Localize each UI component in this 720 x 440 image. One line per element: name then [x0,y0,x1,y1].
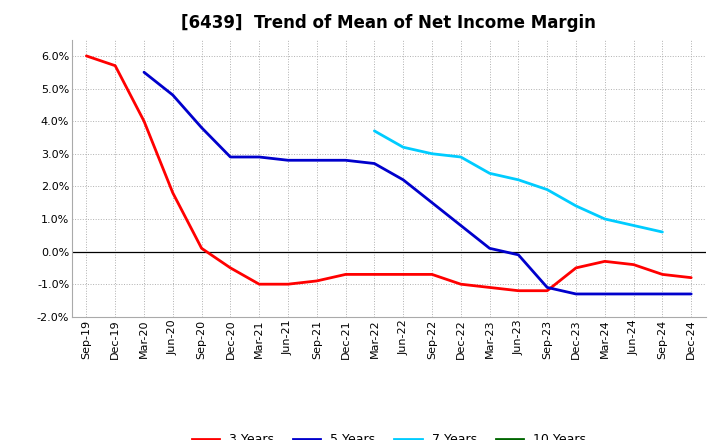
5 Years [140,70,148,75]
3 Years [197,246,206,251]
7 Years [658,229,667,235]
5 Years [428,200,436,205]
3 Years [284,282,292,287]
3 Years [543,288,552,293]
3 Years [226,265,235,271]
7 Years [456,154,465,160]
5 Years [168,92,177,98]
5 Years [341,158,350,163]
3 Years [600,259,609,264]
5 Years [399,177,408,183]
3 Years [168,190,177,195]
Title: [6439]  Trend of Mean of Net Income Margin: [6439] Trend of Mean of Net Income Margi… [181,15,596,33]
7 Years [428,151,436,156]
7 Years [399,145,408,150]
5 Years [226,154,235,160]
3 Years [255,282,264,287]
3 Years [687,275,696,280]
3 Years [399,272,408,277]
5 Years [572,291,580,297]
Legend: 3 Years, 5 Years, 7 Years, 10 Years: 3 Years, 5 Years, 7 Years, 10 Years [186,429,591,440]
5 Years [687,291,696,297]
5 Years [284,158,292,163]
5 Years [485,246,494,251]
3 Years [572,265,580,271]
Line: 3 Years: 3 Years [86,56,691,291]
7 Years [600,216,609,222]
3 Years [514,288,523,293]
5 Years [629,291,638,297]
7 Years [514,177,523,183]
3 Years [341,272,350,277]
Line: 7 Years: 7 Years [374,131,662,232]
3 Years [629,262,638,267]
5 Years [370,161,379,166]
3 Years [485,285,494,290]
3 Years [140,118,148,124]
3 Years [428,272,436,277]
7 Years [629,223,638,228]
5 Years [312,158,321,163]
5 Years [514,252,523,257]
3 Years [312,278,321,283]
5 Years [255,154,264,160]
3 Years [658,272,667,277]
5 Years [600,291,609,297]
5 Years [543,285,552,290]
3 Years [370,272,379,277]
7 Years [485,171,494,176]
3 Years [82,53,91,59]
3 Years [456,282,465,287]
5 Years [197,125,206,130]
7 Years [370,128,379,134]
3 Years [111,63,120,68]
5 Years [658,291,667,297]
Line: 5 Years: 5 Years [144,72,691,294]
7 Years [572,203,580,209]
5 Years [456,223,465,228]
7 Years [543,187,552,192]
